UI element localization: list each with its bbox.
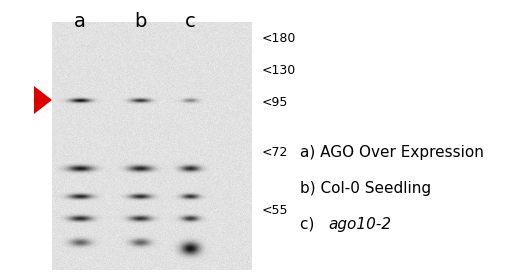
Text: b) Col-0 Seedling: b) Col-0 Seedling	[300, 181, 431, 195]
Text: c: c	[185, 12, 195, 31]
Text: a) AGO Over Expression: a) AGO Over Expression	[300, 144, 484, 160]
Text: <55: <55	[262, 204, 288, 216]
Text: <72: <72	[262, 146, 288, 158]
Text: a: a	[74, 12, 86, 31]
Text: <130: <130	[262, 64, 296, 76]
Text: ago10-2: ago10-2	[328, 216, 391, 232]
Text: <95: <95	[262, 95, 288, 109]
Polygon shape	[34, 86, 52, 114]
Text: c): c)	[300, 216, 320, 232]
Text: <180: <180	[262, 32, 296, 45]
Text: b: b	[134, 12, 146, 31]
